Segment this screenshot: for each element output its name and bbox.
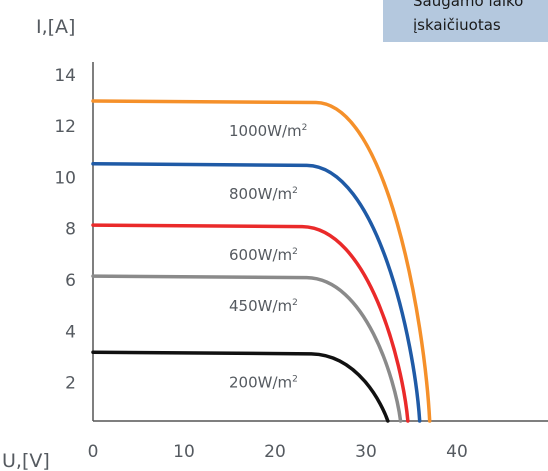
x-axis-label: U,[V] [2,450,50,471]
x-tick-label: 40 [446,442,468,462]
y-tick-label: 10 [54,168,76,188]
series-line [91,99,432,423]
series-line [91,223,410,423]
callout-line-2: įskaičiuotas [413,16,501,34]
x-tick-label: 20 [264,442,286,462]
series-line [91,350,390,423]
y-tick-label: 4 [65,322,76,342]
series-label: 1000W/m2 [229,122,307,140]
x-tick-label: 10 [173,442,195,462]
y-tick-label: 14 [54,66,76,86]
series-label: 600W/m2 [229,246,298,264]
axes [92,62,548,422]
series-line [91,274,403,423]
y-tick-label: 6 [65,271,76,291]
series-label: 800W/m2 [229,185,298,203]
y-tick-label: 2 [65,374,76,394]
y-axis-label: I,[A] [36,16,75,38]
tick-labels: 2 4 6 8 10 12 14 0 10 20 30 40 [54,66,467,462]
y-tick-label: 8 [65,220,76,240]
series-label: 450W/m2 [229,297,298,315]
x-tick-label: 0 [88,442,99,462]
series-line [91,162,422,423]
callout-line-1: Saugamo laiko [413,0,524,10]
x-tick-label: 30 [355,442,377,462]
series-labels: 1000W/m2 800W/m2 600W/m2 450W/m2 200W/m2 [229,122,307,391]
y-tick-label: 12 [54,117,76,137]
curves [91,99,432,423]
callout-box: Saugamo laiko įskaičiuotas [383,0,548,42]
series-label: 200W/m2 [229,373,298,391]
